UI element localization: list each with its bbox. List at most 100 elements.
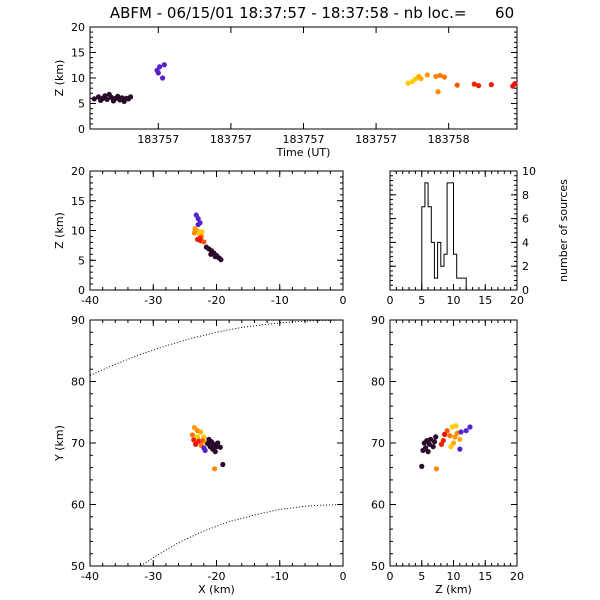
source-point xyxy=(157,64,163,70)
y-tick-label: 80 xyxy=(71,376,85,389)
source-point xyxy=(435,89,441,95)
histogram-bin xyxy=(438,242,441,290)
x-tick-label: -20 xyxy=(208,294,226,307)
histogram-bin xyxy=(431,242,434,290)
source-point xyxy=(161,62,167,68)
y-tick-label: 10 xyxy=(71,225,85,238)
y-tick-label: 60 xyxy=(371,499,385,512)
source-point xyxy=(189,432,196,438)
source-point xyxy=(191,437,197,443)
y-tick-label: 15 xyxy=(71,195,85,208)
source-point xyxy=(194,434,201,440)
x-tick-label: 0 xyxy=(340,570,347,583)
source-point xyxy=(441,74,448,80)
source-point xyxy=(430,444,436,450)
histogram-bin xyxy=(460,278,463,290)
x-tick-label: 5 xyxy=(418,570,425,583)
source-point xyxy=(471,81,477,87)
source-point xyxy=(438,441,445,447)
x-tick-label: 5 xyxy=(418,294,425,307)
source-point xyxy=(215,440,221,446)
source-point xyxy=(104,96,110,103)
source-point xyxy=(457,446,463,452)
x-tick-label: 0 xyxy=(340,294,347,307)
x-axis-label: Z (km) xyxy=(435,583,472,596)
x-tick-label: 0 xyxy=(387,570,394,583)
source-point xyxy=(454,82,460,88)
source-point xyxy=(159,75,166,81)
x-tick-label: 183757 xyxy=(355,133,397,146)
source-point xyxy=(198,429,204,435)
source-point xyxy=(452,434,458,440)
source-point xyxy=(424,72,430,78)
histogram-bin xyxy=(447,183,450,290)
source-point xyxy=(418,75,424,82)
y-tick-label: 0 xyxy=(78,123,85,136)
source-point xyxy=(127,94,134,100)
source-point xyxy=(431,439,438,445)
x-tick-label: -10 xyxy=(271,294,289,307)
y-tick-label: 5 xyxy=(78,254,85,267)
figure-title: ABFM - 06/15/01 18:37:57 - 18:37:58 - nb… xyxy=(110,4,514,22)
y-tick-label: 50 xyxy=(71,560,85,573)
source-point xyxy=(457,436,463,442)
y-tick-label: 6 xyxy=(522,213,529,226)
x-tick-label: 183757 xyxy=(210,133,252,146)
y-tick-label: 90 xyxy=(371,314,385,327)
source-point xyxy=(201,239,207,245)
source-point xyxy=(444,428,450,434)
time-height-panel: 183757 183757 183757 183757 183758 0 5 10 15 20 Ti… xyxy=(53,21,518,159)
source-point xyxy=(212,254,218,260)
x-tick-label: -40 xyxy=(81,294,99,307)
y-tick-label: 2 xyxy=(522,260,529,273)
source-point xyxy=(193,441,199,447)
z-y-panel: 0 5 10 15 20 50 60 70 80 90 Z (km) xyxy=(371,314,524,596)
y-tick-label: 0 xyxy=(78,284,85,297)
histogram-steps xyxy=(390,182,517,291)
source-point xyxy=(428,436,434,442)
y-tick-label: 60 xyxy=(71,499,85,512)
x-axis-label: Time (UT) xyxy=(276,146,331,159)
source-point xyxy=(433,434,439,440)
source-point xyxy=(420,447,426,453)
source-point xyxy=(433,466,439,472)
x-tick-label: 10 xyxy=(447,570,461,583)
y-tick-label: 20 xyxy=(71,165,85,178)
histogram-bin xyxy=(450,183,453,290)
y-tick-label: 5 xyxy=(78,98,85,111)
source-point xyxy=(437,72,443,79)
source-point xyxy=(467,424,473,430)
source-point xyxy=(195,221,201,228)
source-point xyxy=(512,81,518,87)
x-tick-label: -40 xyxy=(81,570,99,583)
y-tick-label: 90 xyxy=(71,314,85,327)
x-tick-label: 15 xyxy=(478,294,492,307)
source-point xyxy=(199,437,206,444)
x-tick-label: 183757 xyxy=(137,133,179,146)
x-tick-label: 20 xyxy=(510,294,524,307)
source-point xyxy=(217,444,223,450)
x-axis-label: X (km) xyxy=(198,583,235,596)
x-y-panel: -40 -30 -20 -10 0 50 60 70 80 90 X (km) Y (km) xyxy=(53,314,347,596)
y-axis-label: number of sources xyxy=(557,179,570,282)
x-tick-label: 10 xyxy=(447,294,461,307)
x-tick-label: 183757 xyxy=(283,133,325,146)
histogram-bin xyxy=(441,266,444,290)
histogram-bin xyxy=(425,183,428,290)
source-point xyxy=(448,444,454,450)
x-tick-label: 0 xyxy=(387,294,394,307)
source-point xyxy=(199,229,205,235)
source-point xyxy=(405,80,411,86)
x-tick-label: 20 xyxy=(510,570,524,583)
x-tick-label: 15 xyxy=(478,570,492,583)
plot-frame xyxy=(89,26,518,130)
source-point xyxy=(450,440,457,446)
histogram-bin xyxy=(463,278,466,290)
source-point xyxy=(218,257,224,263)
histogram-bin xyxy=(422,207,425,290)
network-range-arc xyxy=(89,319,344,376)
x-tick-label: 183758 xyxy=(428,133,470,146)
x-z-panel: -40 -30 -20 -10 0 0 5 10 15 20 Z (km) xyxy=(53,165,347,307)
